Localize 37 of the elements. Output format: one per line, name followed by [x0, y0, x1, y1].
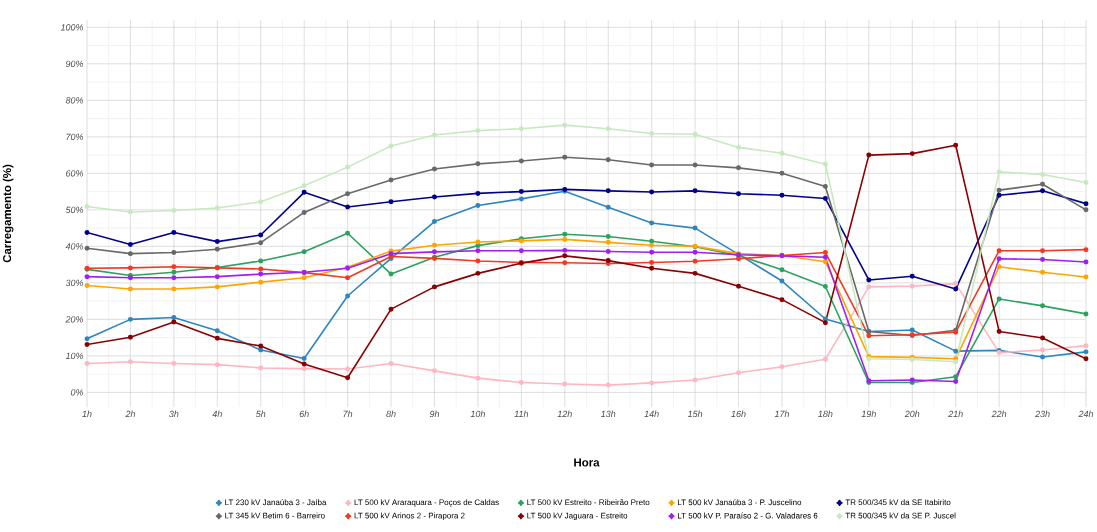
- x-tick-label: 22h: [991, 410, 1007, 418]
- x-tick-label: 9h: [429, 410, 440, 418]
- x-tick-label: 3h: [169, 410, 179, 418]
- x-tick-label: 11h: [514, 410, 529, 418]
- y-tick-label: 30%: [65, 279, 84, 287]
- x-tick-label: 2h: [125, 410, 136, 418]
- x-tick-label: 19h: [861, 410, 876, 418]
- x-tick-label: 12h: [557, 410, 572, 418]
- x-tick-label: 7h: [343, 410, 353, 418]
- x-tick-label: 4h: [212, 410, 222, 418]
- x-tick-label: 6h: [299, 410, 309, 418]
- y-tick-label: 50%: [65, 206, 84, 214]
- x-tick-label: 14h: [644, 410, 659, 418]
- x-tick-label: 15h: [687, 410, 703, 418]
- x-tick-label: 21h: [948, 410, 963, 418]
- y-tick-label: 10%: [65, 352, 84, 360]
- y-tick-label: 90%: [65, 60, 84, 67]
- x-tick-label: 13h: [600, 410, 616, 418]
- y-tick-label: 40%: [65, 243, 84, 250]
- x-tick-label: 8h: [386, 410, 396, 418]
- x-tick-label: 18h: [818, 410, 833, 418]
- y-tick-label: 60%: [66, 170, 84, 177]
- y-tick-label: 70%: [66, 133, 84, 141]
- x-tick-label: 10h: [470, 410, 485, 418]
- x-tick-label: 5h: [255, 410, 266, 418]
- x-tick-label: 24h: [1078, 410, 1094, 418]
- y-tick-label: 100%: [60, 24, 84, 31]
- x-tick-label: 17h: [774, 410, 790, 418]
- x-tick-label: 1h: [82, 410, 92, 418]
- x-axis-title: Hora: [574, 458, 600, 467]
- x-tick-label: 20h: [904, 410, 920, 418]
- y-tick-label: 0%: [70, 389, 84, 396]
- y-tick-label: 80%: [65, 97, 84, 104]
- y-tick-label: 20%: [65, 316, 84, 323]
- x-tick-label: 16h: [731, 410, 746, 418]
- x-tick-label: 23h: [1035, 410, 1050, 418]
- y-axis-title: Carregamento (%): [2, 164, 14, 263]
